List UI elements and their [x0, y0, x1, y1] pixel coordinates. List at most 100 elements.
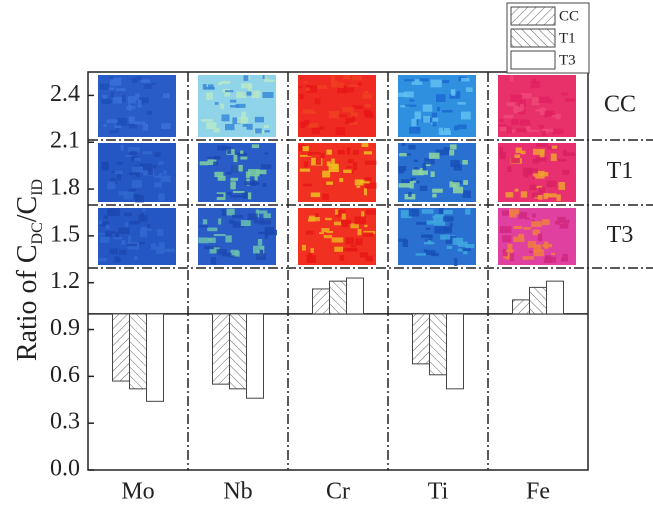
micrograph-feature	[105, 233, 113, 237]
micrograph-feature	[538, 187, 546, 195]
micrograph-feature	[154, 152, 161, 157]
micrograph-feature	[234, 251, 240, 257]
micrograph-feature	[409, 99, 415, 102]
micrograph-feature	[551, 252, 556, 256]
micrograph-feature	[454, 258, 458, 266]
micrograph-feature	[226, 171, 232, 175]
micrograph-feature	[412, 169, 424, 176]
micrograph-feature	[408, 191, 412, 197]
micrograph-feature	[231, 164, 239, 173]
micrograph-feature	[230, 181, 236, 190]
micrograph-feature	[301, 244, 306, 251]
micrograph-feature	[243, 91, 255, 96]
x-tick-label: Cr	[326, 479, 350, 505]
micrograph-feature	[314, 98, 321, 105]
bar	[129, 313, 147, 390]
micrograph-feature	[154, 182, 162, 188]
micrograph-feature	[533, 170, 545, 179]
micrograph-feature	[230, 104, 240, 108]
micrograph-feature	[345, 117, 353, 123]
bar	[246, 313, 264, 399]
y-tick-label: 0.3	[50, 409, 80, 435]
micrograph-feature	[206, 92, 214, 100]
micrograph-feature	[547, 115, 557, 118]
micrograph-feature	[532, 99, 542, 102]
micrograph-feature	[129, 151, 137, 156]
bar	[329, 280, 347, 315]
micrograph-feature	[536, 143, 548, 147]
micrograph-feature	[259, 248, 264, 254]
micrograph-feature	[435, 94, 446, 103]
micrograph-feature	[134, 121, 146, 125]
micrograph-feature	[539, 149, 545, 158]
micrograph-feature	[513, 108, 518, 114]
micrograph-feature	[114, 170, 123, 174]
micrograph-feature	[415, 180, 420, 184]
micrograph-feature	[507, 166, 512, 173]
micrograph-feature	[158, 161, 164, 165]
micrograph-feature	[121, 240, 126, 245]
micrograph-feature	[331, 163, 338, 170]
micrograph-feature	[506, 102, 516, 107]
micrograph-feature	[514, 154, 521, 159]
micrograph-feature	[198, 225, 209, 228]
micrograph-feature	[302, 109, 314, 114]
micrograph-feature	[502, 248, 508, 257]
micrograph-feature	[350, 223, 359, 229]
micrograph-feature	[337, 149, 344, 154]
micrograph-feature	[518, 212, 528, 219]
bar	[146, 313, 164, 402]
micrograph-feature	[241, 192, 246, 199]
micrograph-feature	[443, 147, 453, 155]
micrograph-feature	[258, 210, 268, 214]
micrograph-feature	[431, 253, 440, 257]
y-label-text: /C	[12, 196, 43, 222]
micrograph-feature	[408, 144, 416, 150]
micrograph-feature	[232, 190, 245, 194]
micrograph-feature	[99, 236, 110, 243]
micrograph-feature	[232, 117, 241, 125]
micrograph-feature	[137, 241, 146, 245]
micrograph-feature	[199, 161, 208, 166]
micrograph-feature	[98, 257, 107, 262]
micrograph-feature	[221, 208, 228, 217]
panel-label: T3	[607, 222, 634, 248]
micrograph-feature	[319, 232, 325, 235]
micrograph-feature	[118, 191, 128, 196]
micrograph-feature	[139, 163, 144, 167]
micrograph-feature	[135, 195, 144, 203]
panel-label: T1	[607, 158, 634, 184]
micrograph-feature	[120, 144, 125, 151]
micrograph-feature	[316, 85, 328, 89]
micrograph-feature	[359, 180, 370, 184]
micrograph-feature	[452, 186, 464, 194]
micrograph-feature	[137, 99, 142, 108]
micrograph-feature	[302, 146, 309, 152]
y-tick-label: 0.6	[50, 362, 80, 388]
micrograph-feature	[135, 93, 140, 101]
micrograph-feature	[465, 244, 475, 249]
x-tick-label: Fe	[526, 479, 550, 505]
micrograph-feature	[354, 247, 358, 252]
micrograph-feature	[500, 126, 512, 132]
micrograph-feature	[200, 119, 213, 122]
micrograph-feature	[342, 87, 355, 93]
micrograph-feature	[541, 130, 547, 137]
micrograph-feature	[106, 119, 118, 124]
micrograph-feature	[449, 222, 453, 227]
micrograph-feature	[338, 114, 347, 118]
micrograph-feature	[550, 153, 557, 161]
micrograph-feature	[264, 79, 275, 83]
micrograph-feature	[450, 89, 455, 95]
bar	[212, 313, 230, 385]
micrograph-feature	[562, 169, 570, 175]
micrograph-feature	[103, 124, 107, 127]
micrograph-feature	[432, 215, 443, 219]
micrograph-feature	[230, 177, 239, 181]
micrograph-feature	[207, 158, 217, 165]
micrograph-feature	[423, 249, 428, 253]
micrograph-feature	[101, 98, 111, 104]
micrograph-feature	[400, 210, 412, 219]
micrograph-feature	[542, 243, 553, 248]
micrograph-feature	[432, 220, 437, 224]
